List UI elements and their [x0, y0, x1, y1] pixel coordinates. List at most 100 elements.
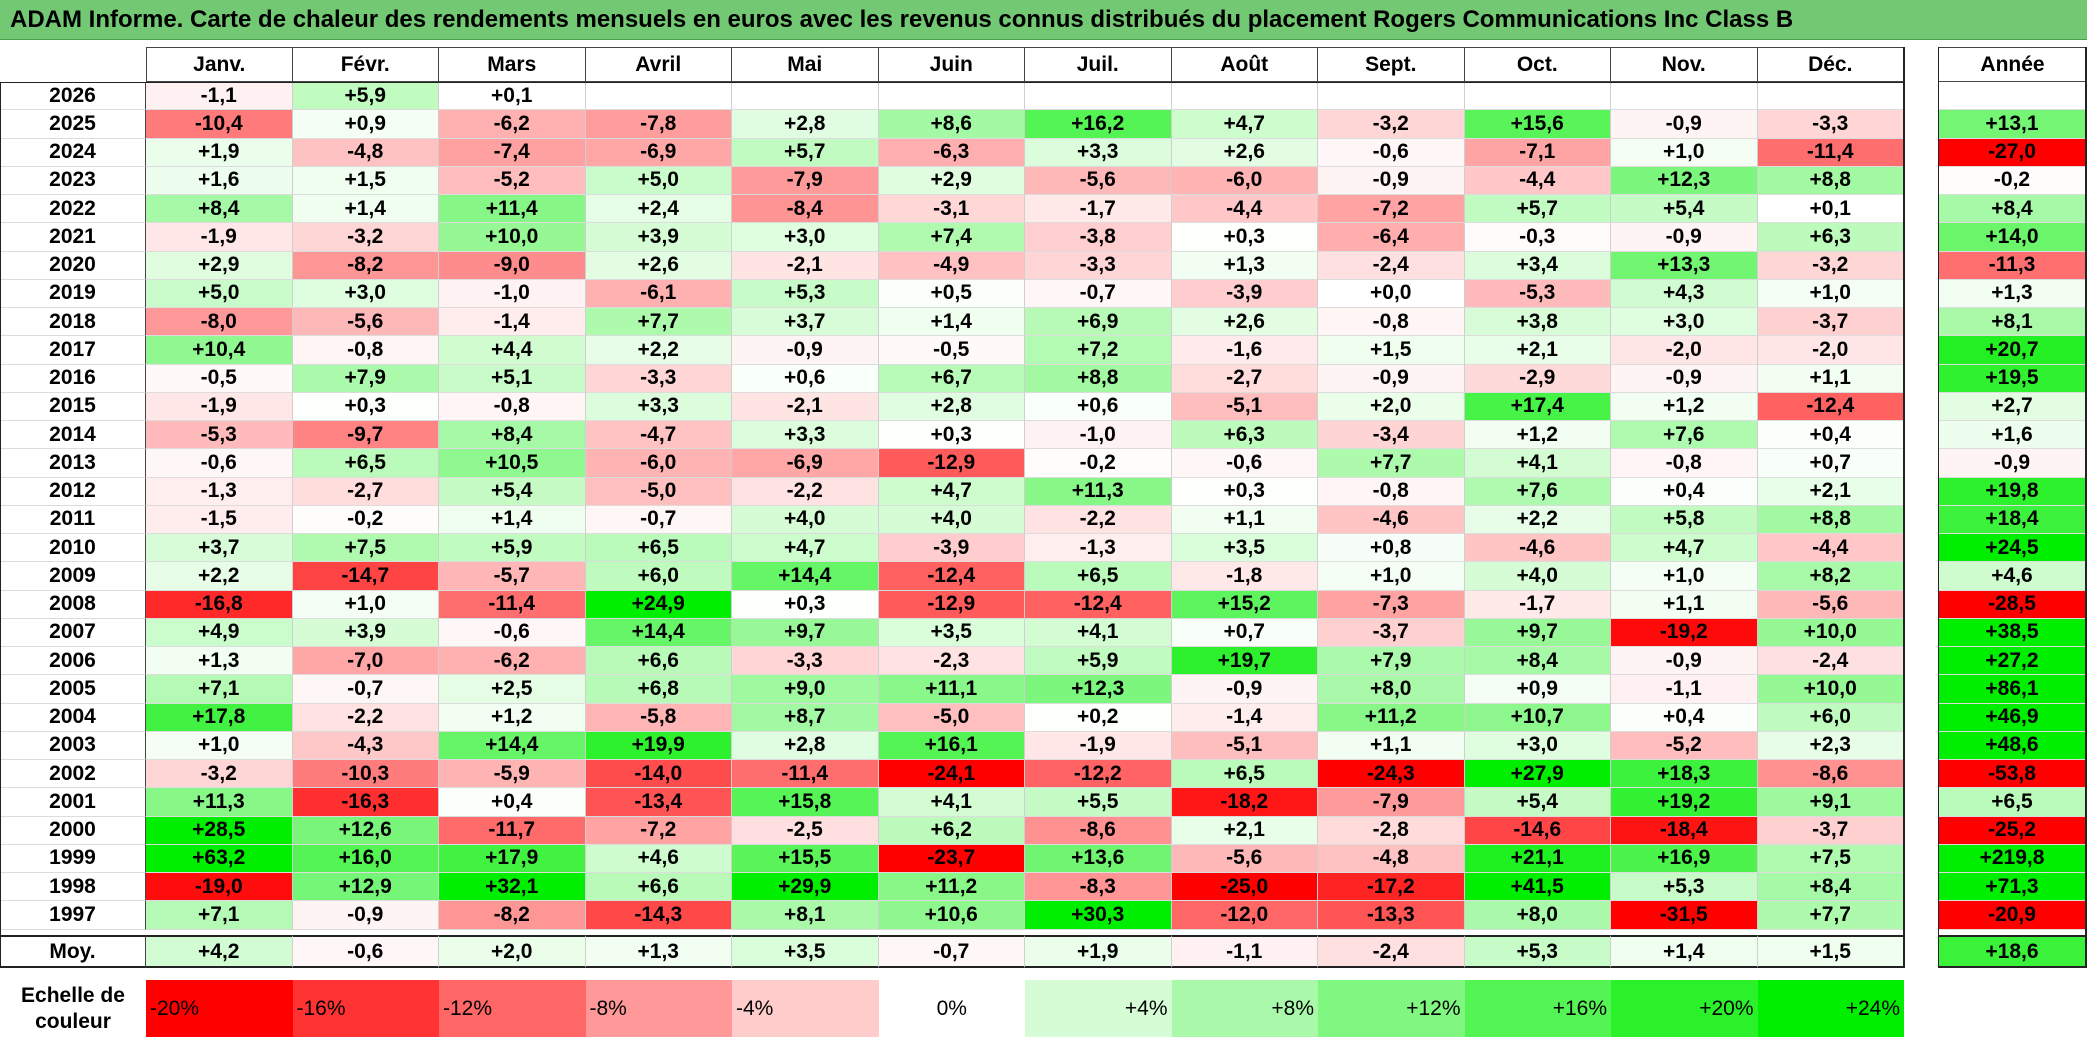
heatmap-cell: -7,0	[292, 647, 439, 676]
heatmap-cell: -1,7	[1464, 590, 1611, 619]
heatmap-cell: -3,9	[1171, 279, 1318, 308]
heatmap-cell: +7,1	[146, 901, 293, 930]
heatmap-cell: +6,5	[1171, 760, 1318, 789]
heatmap-cell: -7,2	[585, 816, 732, 845]
heatmap-cell: +0,4	[1611, 703, 1758, 732]
heatmap-cell: +16,1	[878, 731, 1025, 760]
heatmap-cell: -0,6	[1171, 449, 1318, 478]
color-scale-step: +20%	[1611, 980, 1758, 1037]
heatmap-cell: +16,9	[1611, 844, 1758, 873]
heatmap-cell: -0,7	[585, 505, 732, 534]
heatmap-cell: +6,6	[585, 873, 732, 902]
heatmap-cell: +2,3	[1757, 731, 1904, 760]
average-cell: +1,9	[1025, 935, 1172, 968]
heatmap-cell: +8,6	[878, 110, 1025, 139]
month-header: Déc.	[1757, 47, 1904, 82]
heatmap-cell: -1,1	[1611, 675, 1758, 704]
heatmap-cell: -4,4	[1171, 195, 1318, 224]
heatmap-cell: -2,5	[732, 816, 879, 845]
heatmap-cell: +3,0	[292, 279, 439, 308]
heatmap-cell	[1611, 82, 1758, 111]
heatmap-cell: +4,0	[1464, 562, 1611, 591]
heatmap-cell: +11,3	[1025, 477, 1172, 506]
year-label: 2011	[0, 505, 146, 534]
heatmap-cell: +1,3	[146, 647, 293, 676]
average-label: Moy.	[0, 935, 146, 968]
annual-cell: -20,9	[1938, 901, 2087, 930]
heatmap-cell: +2,8	[732, 731, 879, 760]
heatmap-cell: -3,3	[585, 364, 732, 393]
annual-cell: +219,8	[1938, 844, 2087, 873]
heatmap-cell: +10,7	[1464, 703, 1611, 732]
heatmap-cell: +8,8	[1757, 505, 1904, 534]
heatmap-cell: +0,3	[1171, 223, 1318, 252]
heatmap-cell: +7,1	[146, 675, 293, 704]
heatmap-cell: +6,3	[1757, 223, 1904, 252]
heatmap-cell: +3,3	[732, 421, 879, 450]
heatmap-cell: -5,9	[439, 760, 586, 789]
heatmap-cell: -5,6	[292, 308, 439, 337]
heatmap-cell: +7,7	[1757, 901, 1904, 930]
heatmap-cell: -0,9	[1318, 364, 1465, 393]
heatmap-cell: +10,0	[1757, 675, 1904, 704]
heatmap-cell: +3,0	[1611, 308, 1758, 337]
heatmap-cell: -0,2	[1025, 449, 1172, 478]
heatmap-cell: -0,7	[292, 675, 439, 704]
heatmap-cell: -0,8	[1318, 477, 1465, 506]
heatmap-cell: +14,4	[439, 731, 586, 760]
month-header: Août	[1171, 47, 1318, 82]
heatmap-cell: +1,2	[1611, 392, 1758, 421]
heatmap-cell: +3,5	[1171, 534, 1318, 563]
heatmap-cell: +12,3	[1611, 166, 1758, 195]
annual-cell: +86,1	[1938, 675, 2087, 704]
heatmap-cell: +2,2	[585, 336, 732, 365]
heatmap-cell: +9,0	[732, 675, 879, 704]
annual-cell: +38,5	[1938, 618, 2087, 647]
average-cell: -0,6	[292, 935, 439, 968]
heatmap-cell: +1,3	[1171, 251, 1318, 280]
heatmap-cell	[1318, 82, 1465, 111]
heatmap-cell: -3,9	[878, 534, 1025, 563]
color-scale-step: +12%	[1318, 980, 1465, 1037]
heatmap-cell	[878, 82, 1025, 111]
heatmap-cell: +6,3	[1171, 421, 1318, 450]
heatmap-cell: +16,2	[1025, 110, 1172, 139]
heatmap-cell: +2,9	[146, 251, 293, 280]
heatmap-cell: +4,3	[1611, 279, 1758, 308]
annual-cell: +8,1	[1938, 308, 2087, 337]
heatmap-cell: +1,4	[878, 308, 1025, 337]
year-label: 2016	[0, 364, 146, 393]
heatmap-cell: +1,0	[1611, 562, 1758, 591]
month-header: Mars	[439, 47, 586, 82]
heatmap-cell: +15,5	[732, 844, 879, 873]
heatmap-cell: +0,5	[878, 279, 1025, 308]
heatmap-cell: -2,2	[732, 477, 879, 506]
heatmap-cell: +2,2	[1464, 505, 1611, 534]
heatmap-cell: -3,3	[1025, 251, 1172, 280]
heatmap-cell: -12,4	[1025, 590, 1172, 619]
annual-cell: -53,8	[1938, 760, 2087, 789]
heatmap-cell: +28,5	[146, 816, 293, 845]
heatmap-cell: -0,6	[146, 449, 293, 478]
annual-cell: -11,3	[1938, 251, 2087, 280]
heatmap-cell: -6,2	[439, 647, 586, 676]
heatmap-cell: +4,6	[585, 844, 732, 873]
heatmap-cell: +3,7	[732, 308, 879, 337]
year-label: 1999	[0, 844, 146, 873]
color-scale-step: -4%	[732, 980, 879, 1037]
heatmap-cell: +12,3	[1025, 675, 1172, 704]
heatmap-cell: +21,1	[1464, 844, 1611, 873]
heatmap-cell: +19,9	[585, 731, 732, 760]
heatmap-cell: +6,7	[878, 364, 1025, 393]
heatmap-cell: +7,9	[1318, 647, 1465, 676]
heatmap-cell: +14,4	[585, 618, 732, 647]
heatmap-cell: -5,8	[585, 703, 732, 732]
annual-right-border	[2085, 47, 2087, 968]
heatmap-cell: +8,0	[1464, 901, 1611, 930]
year-label: 2005	[0, 675, 146, 704]
heatmap-cell: +13,6	[1025, 844, 1172, 873]
heatmap-cell: -12,4	[1757, 392, 1904, 421]
heatmap-cell: -8,2	[439, 901, 586, 930]
color-scale-step: +16%	[1464, 980, 1611, 1037]
